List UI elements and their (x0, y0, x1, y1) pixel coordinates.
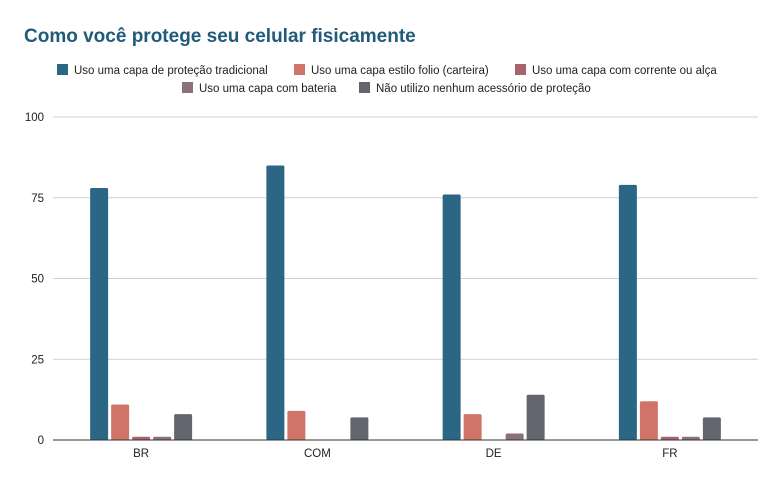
legend-swatch (515, 64, 526, 75)
legend-swatch (57, 64, 68, 75)
legend-label: Não utilizo nenhum acessório de proteção (376, 83, 591, 95)
bar (526, 394, 545, 440)
bar (132, 436, 151, 440)
x-axis-ticks: BR COM DE FR (133, 448, 677, 460)
bar (639, 401, 658, 440)
bar (350, 417, 369, 440)
y-tick-label: 25 (31, 354, 44, 366)
legend: Uso uma capa de proteção tradicional Uso … (57, 64, 717, 95)
bar (505, 433, 524, 440)
y-tick-label: 100 (25, 112, 44, 124)
legend-label: Uso uma capa com corrente ou alça (532, 65, 717, 77)
y-tick-label: 0 (38, 435, 44, 447)
legend-swatch (294, 64, 305, 75)
x-tick-label: COM (304, 448, 331, 460)
bar (153, 436, 172, 440)
x-tick-label: BR (133, 448, 149, 460)
bar (111, 404, 130, 440)
legend-swatch (359, 82, 370, 93)
bar (90, 188, 109, 440)
bar (463, 414, 482, 440)
bar (681, 436, 700, 440)
x-tick-label: DE (486, 448, 502, 460)
bar (618, 184, 637, 440)
bar (287, 410, 306, 440)
chart-title: Como você protege seu celular fisicament… (24, 26, 416, 47)
bar (266, 165, 285, 440)
bar (174, 414, 193, 440)
bar (702, 417, 721, 440)
x-tick-label: FR (662, 448, 677, 460)
y-axis-ticks: 0 25 50 75 100 (25, 112, 44, 447)
bar (442, 194, 461, 440)
gridlines (53, 116, 758, 360)
legend-label: Uso uma capa estilo folio (carteira) (311, 65, 489, 77)
legend-label: Uso uma capa com bateria (199, 83, 337, 95)
bars (90, 165, 721, 440)
legend-label: Uso uma capa de proteção tradicional (74, 65, 268, 77)
y-tick-label: 50 (31, 274, 44, 286)
bar (660, 436, 679, 440)
y-tick-label: 75 (31, 193, 44, 205)
legend-swatch (182, 82, 193, 93)
